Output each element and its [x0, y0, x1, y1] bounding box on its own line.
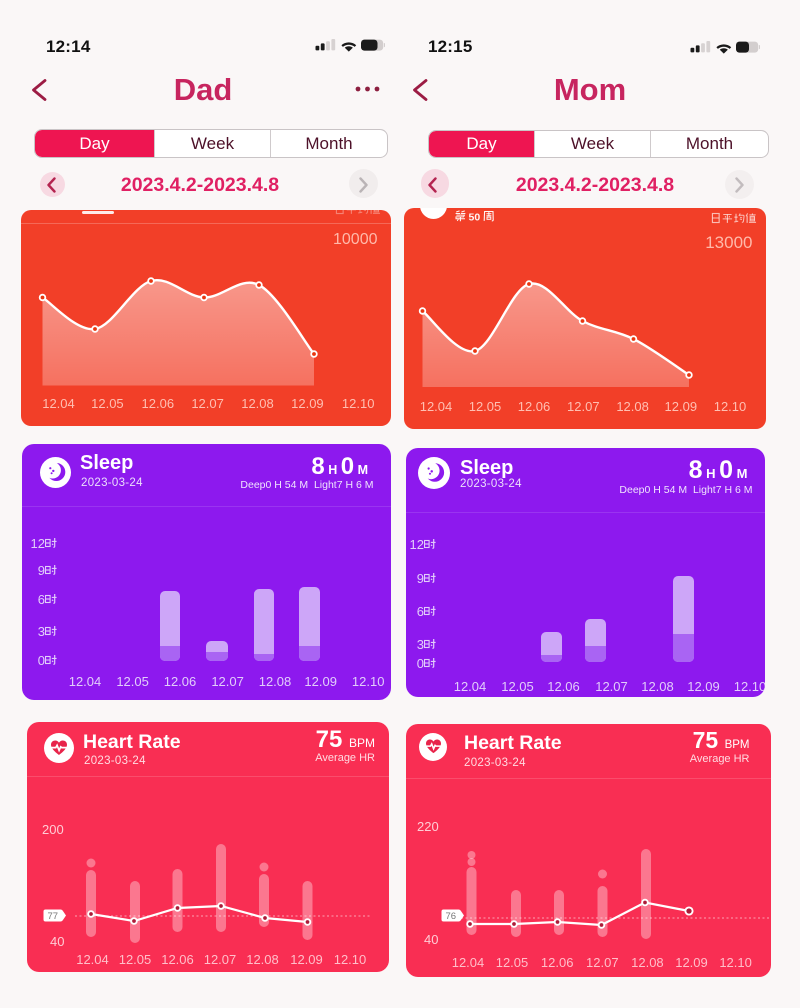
- svg-text:77: 77: [48, 911, 59, 922]
- svg-text:76: 76: [446, 911, 457, 922]
- svg-text:50: 50: [469, 212, 481, 224]
